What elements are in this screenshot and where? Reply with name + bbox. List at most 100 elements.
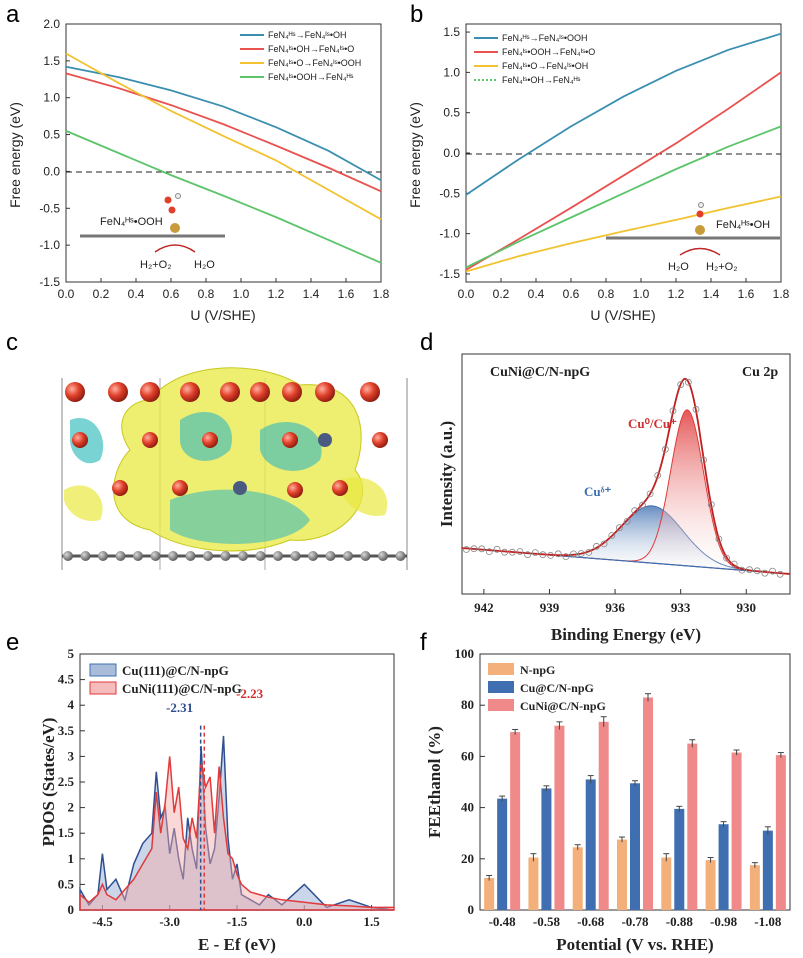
panel-d-raw-point [539, 551, 547, 559]
panel-c-graphene-atom-14 [308, 551, 318, 561]
panel-c-atom-mid-8 [332, 480, 348, 496]
panel-d-xtick-4: 930 [737, 600, 757, 615]
panel-b-chart: 0.0 0.2 0.4 0.6 0.8 1.0 1.2 1.4 1.6 1.8 -1.5 -1.0 -0… [407, 23, 790, 323]
panel-a-chart: 0.0 0.2 0.4 0.6 0.8 1.0 1.2 1.4 1.6 1.8 -1.5 -1.0 -0… [7, 17, 390, 323]
panel-d-subtitle: Cu 2p [742, 365, 778, 380]
panel-c-atom-top-0 [65, 382, 85, 402]
panel-d-raw-point [761, 569, 769, 577]
panel-f-legend: N-npG Cu@C/N-npG CuNi@C/N-npG [488, 663, 606, 713]
legend-f-label-1: N-npG [520, 663, 555, 677]
panel-d-raw-point [723, 554, 730, 562]
panel-a-xtick-4: 0.8 [198, 287, 215, 301]
panel-e-xtick-1: -3.0 [159, 914, 180, 929]
panel-d-raw-point [508, 548, 516, 556]
panel-a-xtick-0: 0.0 [58, 287, 75, 301]
panel-c-atom-mid-4 [372, 432, 388, 448]
panel-d-raw-point [531, 549, 539, 556]
panel-c-graphene-atom-4 [133, 551, 143, 561]
panel-d-peak1-label: Cu⁰/Cu⁺ [628, 416, 677, 431]
panel-a-ytick-5: 1.0 [43, 91, 60, 105]
panel-d-raw-point [547, 552, 554, 559]
panel-c-atom-mid-3 [282, 432, 298, 448]
legend-e-label-1: Cu(111)@C/N-npG [122, 663, 229, 678]
panel-d-raw-point [516, 548, 524, 555]
panel-e-ytick-7: 3.5 [58, 723, 75, 738]
legend-e-swatch-2 [89, 681, 117, 695]
panel-c-atom-mid-7 [287, 482, 303, 498]
panel-a-ytick-3: 0.0 [43, 164, 60, 178]
panel-a-series-line-3 [65, 52, 382, 221]
panel-a-xtick-6: 1.2 [268, 287, 285, 301]
panel-f-xtick-6: -1.08 [754, 914, 782, 929]
panel-c-graphene-atom-9 [220, 551, 231, 561]
panel-f-bar-N-npG--1.08 [749, 865, 760, 910]
panel-d-raw-point [524, 551, 531, 559]
panel-b-series-line-1 [465, 32, 782, 196]
panel-d-raw-point [684, 378, 692, 386]
panel-d-raw-point [669, 407, 677, 415]
panel-b-xlabel: U (V/SHE) [590, 307, 655, 323]
panel-e-ytick-5: 2.5 [58, 774, 75, 789]
panel-d-raw-point [662, 445, 669, 453]
panel-c-graphene-atom-7 [185, 551, 196, 561]
panel-a-ytick-0: -1.5 [39, 275, 60, 289]
legend-f-label-2: Cu@C/N-npG [520, 681, 594, 695]
panel-c-atom-ni-1 [318, 433, 332, 447]
panel-a-xtick-2: 0.4 [128, 287, 145, 301]
panel-f-xtick-0: -0.48 [489, 914, 517, 929]
panel-c-atom-top-8 [360, 382, 380, 402]
panel-b-ytick-2: -0.5 [439, 186, 460, 200]
panel-e-ylabel: PDOS (States/eV) [39, 718, 58, 847]
panel-a-inset-o-atom-1 [168, 206, 176, 214]
panel-e-xtick-4: 1.5 [363, 914, 380, 929]
panel-f-xtick-4: -0.88 [666, 914, 694, 929]
panel-f-xtick-1: -0.58 [533, 914, 561, 929]
panel-d-xtick-0: 942 [474, 600, 494, 615]
panel-c-graphene-atom-2 [98, 551, 108, 561]
panel-d-raw-point [554, 550, 562, 558]
panel-c-graphene-atom-16 [343, 551, 353, 561]
panel-c-atom-top-7 [315, 382, 335, 402]
panel-b-ytick-3: 0.0 [443, 146, 460, 160]
panel-letter-c: c [6, 329, 18, 356]
panel-b-inset-h-atom [698, 202, 704, 208]
panel-f-bar-N-npG--0.58 [528, 857, 539, 910]
panel-e-ytick-0: 0 [68, 902, 75, 917]
panel-e-ytick-8: 4 [68, 697, 75, 712]
panel-d-frame [461, 353, 791, 595]
panel-c-graphene-atom-5 [150, 551, 161, 561]
panel-a-xtick-3: 0.6 [163, 287, 180, 301]
panel-c-graphene-atom-8 [203, 551, 213, 561]
panel-a-ytick-1: -1.0 [39, 238, 60, 252]
panel-b-series-line-2 [465, 71, 782, 271]
panel-d-raw-point [753, 567, 761, 575]
panel-letter-f: f [420, 629, 427, 656]
panel-c-atom-mid-1 [142, 432, 158, 448]
panel-b-xtick-6: 1.2 [668, 287, 685, 301]
panel-c-graphene-atom-6 [168, 551, 178, 561]
panel-e-xtick-0: -4.5 [92, 914, 113, 929]
panel-d-raw-point [654, 471, 662, 479]
panel-d-raw-point [700, 456, 707, 464]
panel-b-legend: FeN₄ᴴˢ→FeN₄ᴵˢ•OOH FeN₄ᴵˢ•OOH→FeN₄ᴵˢ•O Fe… [474, 33, 595, 85]
panel-c-graphene-atom-15 [325, 551, 336, 561]
panel-d-raw-point [570, 550, 577, 558]
panel-c-graphene-atom-12 [273, 551, 283, 561]
panel-d-raw-point [593, 542, 600, 550]
panel-d-chart: 942 939 936 933 930 CuNi@C/N-npG Cu 2p Cu⁰/C… [437, 353, 791, 644]
panel-d-raw-point [692, 405, 700, 413]
panel-b-inset-fe-atom [695, 225, 705, 235]
panel-a-xtick-5: 1.0 [233, 287, 250, 301]
panel-f-bar-N-npG--0.78 [617, 839, 627, 910]
panel-a-inset-o-atom-2 [164, 196, 172, 204]
panel-a-ytick-7: 2.0 [43, 17, 60, 31]
panel-f-xtick-5: -0.98 [710, 914, 738, 929]
legend-a-label-4: FeN₄ᴵˢ•OOH→FeN₄ᴴˢ [268, 72, 353, 82]
panel-f-bar-Cu@C/N-npG--0.68 [585, 779, 596, 910]
panel-d-raw-point [730, 560, 738, 568]
panel-b-inset-label: FeN₄ᴴˢ•OH [716, 219, 770, 231]
panel-f-bar-CuNi@C/N-npG--0.78 [643, 697, 653, 910]
panel-b-series-line-4 [465, 125, 782, 269]
legend-f-swatch-3 [488, 699, 514, 711]
